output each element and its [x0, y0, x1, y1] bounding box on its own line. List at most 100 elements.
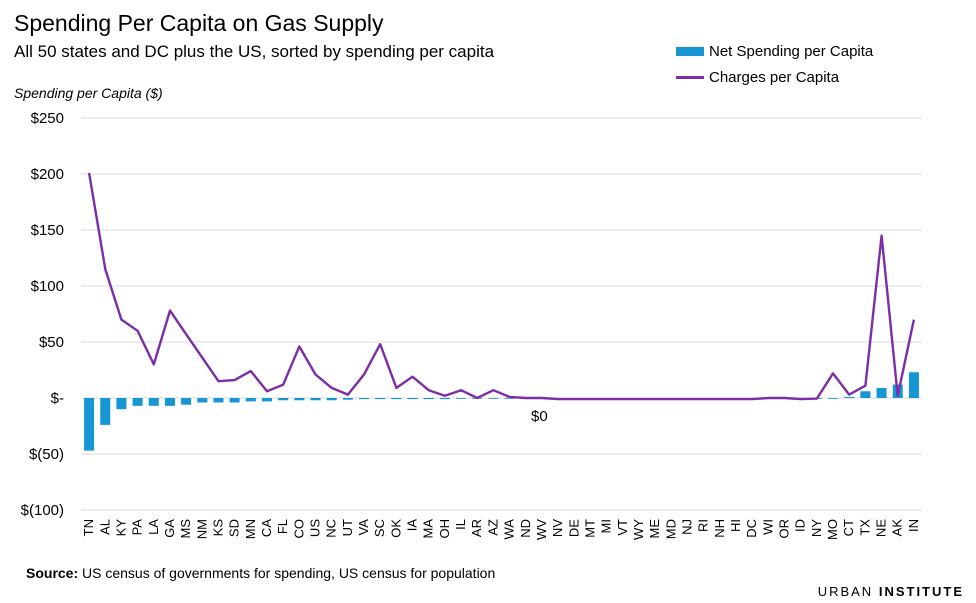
x-tick-label: SC	[372, 519, 387, 537]
x-tick-label: IA	[405, 519, 420, 532]
brand-logo: URBAN INSTITUTE	[818, 584, 964, 599]
legend-line-swatch	[676, 75, 704, 79]
bar	[439, 398, 450, 400]
bar	[213, 398, 224, 403]
charges-line	[87, 172, 916, 401]
x-tick-label: OK	[388, 519, 403, 538]
bar	[132, 398, 143, 406]
x-tick-label: MD	[663, 519, 678, 539]
x-tick-label: ND	[518, 519, 533, 538]
x-tick-label: MT	[582, 519, 597, 538]
brand-institute: INSTITUTE	[878, 584, 964, 599]
x-tick-label: WA	[502, 519, 517, 540]
y-tick-label: $150	[31, 222, 64, 239]
x-tick-label: UT	[340, 519, 355, 536]
legend-bar-swatch	[676, 46, 704, 56]
bar	[908, 372, 919, 398]
x-tick-label: AZ	[485, 519, 500, 536]
bar	[84, 398, 95, 451]
x-tick-label: IL	[453, 519, 468, 530]
x-tick-label: CA	[259, 519, 274, 537]
x-tick-label: NM	[194, 519, 209, 539]
bar	[310, 398, 321, 401]
x-tick-label: GA	[162, 519, 177, 538]
x-tick-label: ID	[793, 519, 808, 532]
x-tick-label: HI	[728, 519, 743, 532]
x-tick-label: FL	[275, 519, 290, 534]
bar	[407, 398, 418, 400]
x-tick-label: MN	[243, 519, 258, 539]
bar	[229, 398, 240, 403]
bar	[844, 396, 855, 398]
legend: Net Spending per Capita Charges per Capi…	[676, 38, 873, 90]
x-tick-label: MI	[599, 519, 614, 533]
x-tick-label: SD	[227, 519, 242, 537]
bar	[342, 398, 353, 400]
x-tick-label: LA	[146, 519, 161, 535]
x-tick-label: AL	[97, 519, 112, 535]
x-tick-label: VT	[615, 519, 630, 536]
bar	[197, 398, 208, 403]
x-tick-label: ME	[647, 519, 662, 539]
x-tick-label: MS	[178, 519, 193, 539]
bar	[181, 398, 192, 405]
chart-title: Spending Per Capita on Gas Supply	[14, 10, 384, 36]
x-tick-label: NY	[809, 519, 824, 537]
x-tick-label: WI	[760, 519, 775, 535]
x-tick-label: NC	[324, 519, 339, 538]
bar	[456, 398, 467, 399]
x-tick-label: RI	[696, 519, 711, 532]
legend-item-line: Charges per Capita	[676, 64, 873, 90]
source-note: Source: US census of governments for spe…	[26, 565, 495, 581]
bar	[876, 387, 887, 398]
legend-line-label: Charges per Capita	[709, 68, 840, 86]
x-tick-label: AR	[469, 519, 484, 537]
brand-urban: URBAN	[817, 584, 874, 599]
bar	[391, 398, 402, 400]
x-tick-label: VA	[356, 519, 371, 536]
bar	[100, 398, 111, 425]
x-tick-label: DC	[744, 519, 759, 538]
x-tick-label: MO	[825, 519, 840, 540]
y-tick-label: $250	[31, 110, 64, 127]
bar	[148, 398, 159, 406]
bar	[261, 398, 273, 402]
source-text: US census of governments for spending, U…	[78, 565, 496, 581]
bar	[164, 398, 175, 406]
legend-bar-label: Net Spending per Capita	[709, 42, 874, 60]
bar	[423, 398, 434, 400]
bar	[860, 391, 871, 398]
x-tick-label: IN	[906, 519, 921, 532]
x-tick-label: AK	[890, 519, 905, 537]
x-tick-label: OH	[437, 519, 452, 539]
x-tick-label: DE	[566, 519, 581, 537]
x-tick-label: KS	[210, 519, 225, 537]
x-tick-label: NH	[712, 519, 727, 538]
x-tick-label: NV	[550, 519, 565, 537]
y-tick-label: $(50)	[29, 446, 64, 463]
bar	[504, 398, 515, 399]
bar	[375, 398, 386, 400]
x-tick-label: TX	[857, 519, 872, 536]
legend-item-bar: Net Spending per Capita	[676, 38, 873, 64]
y-tick-label: $-	[51, 390, 64, 407]
x-tick-label: MA	[421, 519, 436, 539]
bar	[294, 398, 305, 401]
bar	[359, 398, 370, 400]
y-axis-label: Spending per Capita ($)	[14, 85, 163, 101]
bar	[828, 398, 839, 399]
x-tick-label: WV	[534, 519, 549, 540]
y-tick-label: $50	[39, 334, 64, 351]
x-tick-label: KY	[113, 519, 128, 537]
y-tick-label: $200	[31, 166, 64, 183]
zero-annotation: $0	[531, 408, 548, 425]
x-tick-label: NJ	[679, 519, 694, 535]
bar	[326, 398, 337, 401]
x-tick-label: TN	[81, 519, 96, 536]
y-tick-label: $100	[31, 278, 64, 295]
source-label: Source:	[26, 565, 79, 581]
chart-subtitle: All 50 states and DC plus the US, sorted…	[14, 42, 495, 61]
bar	[116, 398, 127, 410]
x-tick-label: US	[308, 519, 323, 537]
